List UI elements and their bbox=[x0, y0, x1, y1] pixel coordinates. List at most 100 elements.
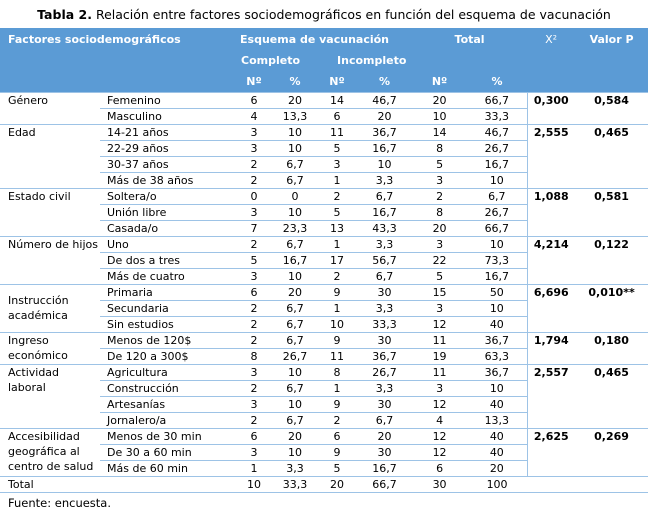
value-cell: 3,3 bbox=[357, 236, 413, 253]
value-cell: 10 bbox=[467, 380, 528, 397]
value-cell: 3 bbox=[235, 204, 274, 221]
value-cell: 1 bbox=[317, 380, 358, 397]
value-cell: 50 bbox=[467, 284, 528, 301]
value-cell: 9 bbox=[317, 396, 358, 413]
header-n-incomplete: Nº bbox=[317, 72, 358, 92]
p-value: 0,269 bbox=[575, 428, 648, 477]
value-cell: 8 bbox=[412, 140, 468, 157]
value-cell: 3 bbox=[412, 236, 468, 253]
table-row: Número de hijos Uno 2 6,7 1 3,3 3 10 4,214 0,122 bbox=[0, 236, 648, 285]
value-cell: 10 bbox=[467, 300, 528, 317]
value-cell: 5 bbox=[235, 252, 274, 269]
value-cell: 3 bbox=[412, 380, 468, 397]
value-cell: 66,7 bbox=[467, 92, 528, 109]
value-cell: 3,3 bbox=[357, 380, 413, 397]
value-cell: 1 bbox=[317, 172, 358, 189]
table-title-text: Relación entre factores sociodemográfico… bbox=[91, 7, 611, 22]
value-cell: 33,3 bbox=[467, 108, 528, 125]
chi-squared-value: 4,214 bbox=[527, 236, 576, 285]
header-row-sub: Completo Incompleto bbox=[0, 50, 648, 72]
value-cell: 36,7 bbox=[357, 348, 413, 365]
value-cell: 5 bbox=[412, 268, 468, 285]
value-cell: 40 bbox=[467, 444, 528, 461]
chi-squared-value: 2,557 bbox=[527, 364, 576, 429]
value-cell: 26,7 bbox=[467, 140, 528, 157]
table-row: Casada/o 7 23,3 13 43,3 20 66,7 bbox=[0, 220, 648, 237]
total-value-cell: 66,7 bbox=[357, 476, 413, 493]
factor-label: Actividad laboral bbox=[0, 364, 100, 429]
header-row-np: Nº % Nº % Nº % bbox=[0, 72, 648, 92]
source-note: Fuente: encuesta. bbox=[8, 495, 112, 510]
table-row: 30-37 años 2 6,7 3 10 5 16,7 bbox=[0, 156, 648, 173]
row-label: Más de 38 años bbox=[100, 172, 236, 189]
row-label: Soltera/o bbox=[100, 188, 236, 205]
p-value: 0,465 bbox=[575, 124, 648, 189]
value-cell: 16,7 bbox=[467, 156, 528, 173]
value-cell: 6 bbox=[317, 108, 358, 125]
data-table: Factores sociodemográficos Esquema de va… bbox=[0, 28, 648, 493]
value-cell: 6,7 bbox=[357, 188, 413, 205]
value-cell: 13 bbox=[317, 220, 358, 237]
value-cell: 20 bbox=[412, 92, 468, 109]
value-cell: 10 bbox=[273, 140, 318, 157]
value-cell: 15 bbox=[412, 284, 468, 301]
value-cell: 2 bbox=[317, 412, 358, 429]
table-row: Masculino 4 13,3 6 20 10 33,3 bbox=[0, 108, 648, 125]
factor-label: Accesibilidad geográfica al centro de sa… bbox=[0, 428, 100, 477]
value-cell: 36,7 bbox=[467, 332, 528, 349]
value-cell: 2 bbox=[235, 156, 274, 173]
value-cell: 12 bbox=[412, 428, 468, 445]
value-cell: 6 bbox=[235, 284, 274, 301]
row-label: De dos a tres bbox=[100, 252, 236, 269]
total-value-cell: 100 bbox=[467, 476, 528, 493]
value-cell: 46,7 bbox=[467, 124, 528, 141]
value-cell: 23,3 bbox=[273, 220, 318, 237]
value-cell: 33,3 bbox=[357, 316, 413, 333]
value-cell: 3 bbox=[235, 444, 274, 461]
value-cell: 40 bbox=[467, 428, 528, 445]
table-title-label: Tabla 2. bbox=[37, 7, 92, 22]
value-cell: 20 bbox=[357, 428, 413, 445]
header-n-total: Nº bbox=[412, 72, 468, 92]
table-row: Artesanías 3 10 9 30 12 40 bbox=[0, 396, 648, 413]
table-row: Accesibilidad geográfica al centro de sa… bbox=[0, 428, 648, 477]
value-cell: 13,3 bbox=[273, 108, 318, 125]
chi-squared-value: 2,555 bbox=[527, 124, 576, 189]
table-body: Género Femenino 6 20 14 46,7 20 66,7 0,300 0,584 M… bbox=[0, 92, 648, 493]
value-cell: 16,7 bbox=[273, 252, 318, 269]
value-cell: 63,3 bbox=[467, 348, 528, 365]
value-cell: 9 bbox=[317, 284, 358, 301]
value-cell: 8 bbox=[235, 348, 274, 365]
value-cell: 2 bbox=[317, 188, 358, 205]
value-cell: 6,7 bbox=[273, 412, 318, 429]
p-value: 0,581 bbox=[575, 188, 648, 237]
row-label: Primaria bbox=[100, 284, 236, 301]
value-cell: 30 bbox=[357, 284, 413, 301]
value-cell: 10 bbox=[273, 204, 318, 221]
value-cell: 3,3 bbox=[273, 460, 318, 477]
value-cell: 2 bbox=[412, 188, 468, 205]
table-row: Sin estudios 2 6,7 10 33,3 12 40 bbox=[0, 316, 648, 333]
value-cell: 2 bbox=[235, 236, 274, 253]
value-cell: 17 bbox=[317, 252, 358, 269]
value-cell: 6,7 bbox=[273, 300, 318, 317]
value-cell: 10 bbox=[273, 364, 318, 381]
header-pct-total: % bbox=[467, 72, 528, 92]
value-cell: 6,7 bbox=[273, 380, 318, 397]
value-cell: 0 bbox=[235, 188, 274, 205]
row-label: Jornalero/a bbox=[100, 412, 236, 429]
value-cell: 2 bbox=[235, 412, 274, 429]
value-cell: 2 bbox=[317, 268, 358, 285]
value-cell: 56,7 bbox=[357, 252, 413, 269]
value-cell: 10 bbox=[467, 172, 528, 189]
header-incomplete: Incompleto bbox=[317, 50, 413, 72]
value-cell: 8 bbox=[317, 364, 358, 381]
table-row: De dos a tres 5 16,7 17 56,7 22 73,3 bbox=[0, 252, 648, 269]
total-value-cell: 30 bbox=[412, 476, 468, 493]
table-row: Construcción 2 6,7 1 3,3 3 10 bbox=[0, 380, 648, 397]
table-title: Tabla 2. Relación entre factores sociode… bbox=[0, 0, 648, 22]
value-cell: 6 bbox=[412, 460, 468, 477]
p-value: 0,180 bbox=[575, 332, 648, 365]
value-cell: 6,7 bbox=[273, 172, 318, 189]
